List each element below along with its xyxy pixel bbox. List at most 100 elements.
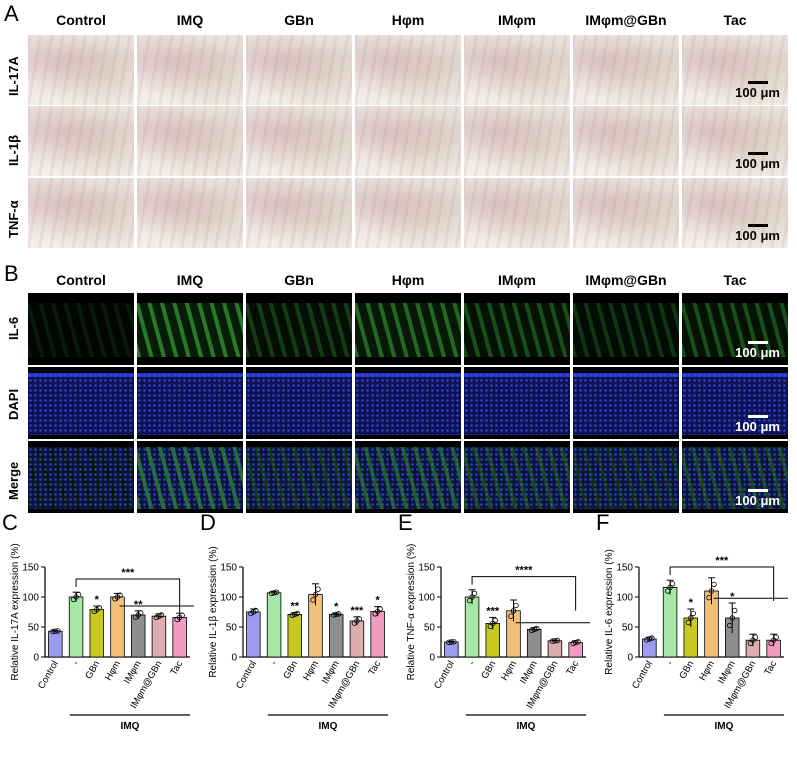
scale-bar: 100 μm — [735, 341, 780, 360]
category-label: Control — [36, 659, 61, 691]
y-axis-label: Relative IL-6 expression (%) — [604, 549, 615, 675]
data-point — [685, 619, 691, 626]
category-label: IMφm — [122, 659, 144, 686]
panel-label-a: A — [4, 1, 19, 26]
fluorescence-image-dapi-gbn — [246, 367, 352, 439]
significance-mark: * — [376, 595, 381, 607]
category-label: Control — [630, 659, 655, 691]
scale-bar-line — [747, 152, 768, 155]
data-point — [55, 628, 61, 634]
fluorescence-image-dapi-hphim — [355, 367, 461, 439]
data-point — [529, 627, 535, 633]
panel-label-b: B — [4, 261, 19, 286]
category-label: Tac — [564, 659, 581, 678]
row-label-merge: Merge — [6, 461, 21, 500]
fluorescence-image-dapi-imphim — [464, 367, 570, 439]
ihc-image-il17a-tac: 100 μm — [682, 35, 788, 105]
data-point — [50, 628, 56, 635]
ihc-image-tnfa-hphim — [355, 178, 461, 248]
y-tick-label: 50 — [226, 623, 238, 634]
data-point — [179, 612, 185, 618]
bar — [172, 617, 187, 658]
column-header-imphim-gbn: IMφm@GBn — [585, 12, 667, 28]
tissue-signal — [682, 373, 788, 435]
bar — [246, 611, 261, 658]
fluorescence-image-il6-tac: 100 μm — [682, 293, 788, 365]
ihc-image-il17a-gbn — [246, 35, 352, 105]
ihc-image-tnfa-imphim-gbn — [573, 178, 679, 248]
category-label: Control — [234, 659, 259, 691]
fluorescence-image-il6-imq — [137, 293, 243, 365]
data-point — [75, 591, 82, 598]
tissue-signal — [355, 373, 461, 435]
bracket-label: *** — [121, 567, 135, 579]
category-label: GBn — [83, 659, 102, 681]
data-point — [688, 615, 694, 621]
row-label-il6: IL-6 — [6, 316, 21, 340]
category-label: GBn — [479, 659, 498, 681]
bar — [89, 609, 105, 658]
group-label: IMQ — [120, 721, 139, 732]
fluorescence-image-dapi-imphim-gbn — [573, 367, 679, 439]
bar — [48, 630, 63, 658]
data-point — [646, 636, 653, 642]
bar — [662, 587, 678, 658]
tissue-signal — [355, 447, 461, 509]
data-point — [312, 591, 319, 598]
column-header-hphim: Hφm — [391, 272, 425, 288]
data-point — [471, 590, 478, 597]
data-point — [294, 610, 300, 617]
category-label: GBn — [677, 659, 696, 681]
category-label: IMφm — [518, 659, 540, 686]
significance-bracket — [669, 566, 775, 601]
bar — [68, 596, 84, 658]
tissue-signal — [246, 373, 352, 435]
category-label: Control — [432, 659, 457, 691]
y-tick-label: 0 — [231, 653, 237, 664]
data-point — [315, 586, 321, 592]
fluorescence-image-merge-imphim-gbn — [573, 441, 679, 513]
category-label: - — [467, 659, 478, 667]
category-label: Hφm — [301, 659, 321, 683]
ihc-image-il17a-imphim-gbn — [573, 35, 679, 105]
data-point — [690, 610, 696, 617]
data-point — [117, 592, 123, 598]
data-point — [513, 602, 519, 609]
y-tick-label: 0 — [429, 653, 435, 664]
data-point — [773, 634, 779, 640]
tissue-signal — [464, 447, 570, 509]
y-tick-label: 100 — [220, 593, 237, 604]
significance-mark: * — [95, 594, 100, 606]
tissue-signal — [137, 447, 243, 509]
data-point — [492, 617, 498, 624]
scale-bar: 100 μm — [735, 224, 780, 243]
panel-label-c: C — [2, 510, 18, 535]
fluorescence-image-dapi-control — [28, 367, 134, 439]
data-point — [377, 606, 383, 612]
ihc-image-il1b-imphim-gbn — [573, 106, 679, 176]
data-point — [451, 638, 457, 645]
ihc-image-tnfa-imphim — [464, 178, 570, 248]
ihc-image-il1b-imphim — [464, 106, 570, 176]
scale-bar-label: 100 μm — [735, 228, 780, 243]
significance-mark: *** — [351, 605, 365, 617]
scale-bar: 100 μm — [735, 152, 780, 171]
scale-bar-line — [747, 81, 768, 84]
panel-label-f: F — [596, 510, 610, 535]
tissue-signal — [464, 373, 570, 435]
scale-bar-label: 100 μm — [735, 419, 780, 434]
y-tick-label: 50 — [622, 623, 634, 634]
ihc-image-il17a-imphim — [464, 35, 570, 105]
category-label: - — [269, 659, 280, 667]
tissue-signal — [682, 303, 788, 357]
bar — [287, 614, 303, 658]
data-point — [510, 608, 517, 614]
data-point — [708, 588, 715, 594]
bar — [526, 629, 542, 658]
row-label-il17a: IL-17A — [6, 56, 21, 96]
category-label: IMφm — [716, 659, 738, 686]
data-point — [158, 612, 165, 618]
y-tick-label: 100 — [22, 593, 39, 604]
